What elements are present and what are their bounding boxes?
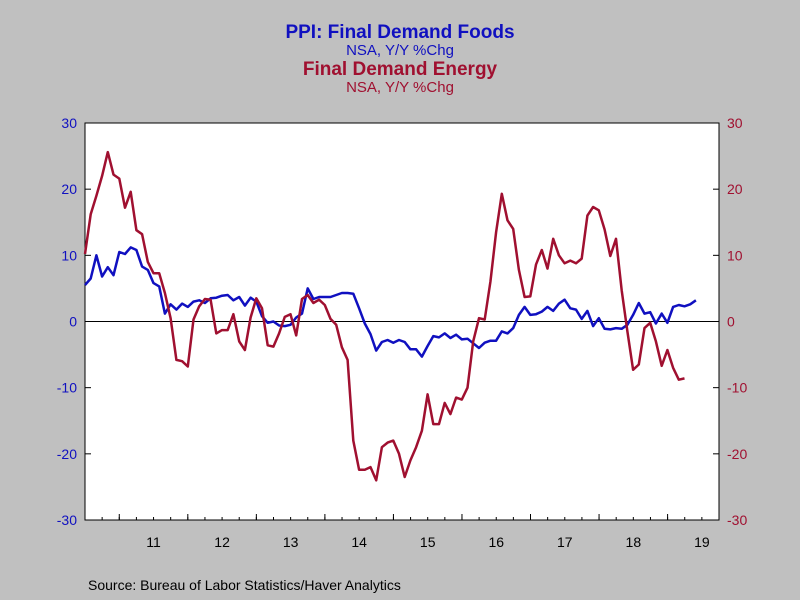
y-tick-label-right: -20 [727,446,747,462]
y-tick-label-right: 0 [727,314,735,330]
y-tick-label-right: -30 [727,512,747,528]
y-tick-label-right: 30 [727,115,743,131]
series-line-energy [83,150,685,482]
x-tick-label: 19 [694,534,710,550]
x-tick-label: 18 [626,534,642,550]
chart-title-energy: Final Demand Energy [302,59,498,80]
chart-titles: PPI: Final Demand Foods NSA, Y/Y %Chg Fi… [0,0,800,96]
x-tick-label: 11 [146,534,161,550]
y-tick-label-right: 20 [727,181,743,197]
x-tick-label: 13 [283,534,299,550]
y-tick-label-left: -10 [57,380,77,396]
y-tick-label-left: 20 [61,181,77,197]
x-tick-label: 17 [557,534,573,550]
series-line-foods [84,246,697,358]
y-tick-label-left: 10 [61,247,77,263]
y-tick-label-right: 10 [727,247,743,263]
source-note: Source: Bureau of Labor Statistics/Haver… [88,577,401,593]
chart-title-foods: PPI: Final Demand Foods [285,22,515,43]
chart-subtitle-foods: NSA, Y/Y %Chg [346,42,454,59]
x-tick-label: 14 [351,534,367,550]
x-tick-label: 12 [214,534,230,550]
chart-subtitle-energy: NSA, Y/Y %Chg [346,79,454,96]
y-tick-label-left: 30 [61,115,77,131]
y-tick-label-right: -10 [727,380,747,396]
x-tick-label: 15 [420,534,436,550]
y-tick-label-left: -30 [57,512,77,528]
y-tick-label-left: 0 [69,314,77,330]
y-tick-label-left: -20 [57,446,77,462]
x-tick-label: 16 [488,534,504,550]
